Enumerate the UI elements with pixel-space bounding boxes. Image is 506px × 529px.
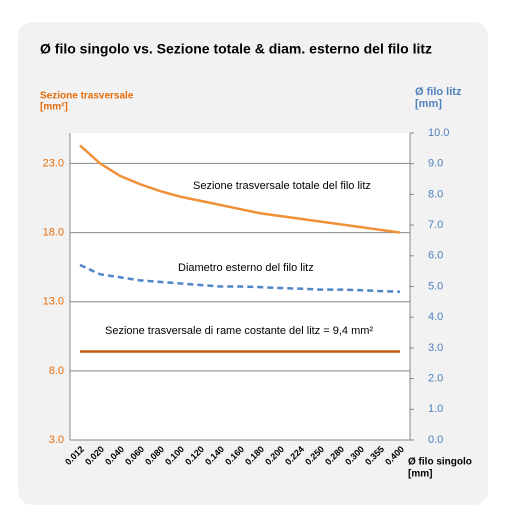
series-label: Sezione trasversale di rame costante del… xyxy=(105,325,373,337)
chart-title: Ø filo singolo vs. Sezione totale & diam… xyxy=(40,41,432,57)
x-label: [mm] xyxy=(408,469,432,480)
y2-tick-label: 5.0 xyxy=(428,280,443,292)
y2-tick-label: 1.0 xyxy=(428,403,443,415)
y-tick-label: 13.0 xyxy=(43,296,64,308)
y2-tick-label: 9.0 xyxy=(428,158,443,170)
series-line xyxy=(79,144,401,234)
y2-tick-label: 3.0 xyxy=(428,342,443,354)
x-label: Ø filo singolo xyxy=(408,457,472,468)
y-label: Sezione trasversale xyxy=(40,91,134,102)
y2-tick-label: 6.0 xyxy=(428,250,443,262)
y2-label: [mm] xyxy=(415,98,442,110)
y-label: [mm²] xyxy=(40,102,68,113)
y-tick-label: 18.0 xyxy=(43,226,64,238)
y2-tick-label: 0.0 xyxy=(428,434,443,446)
y2-tick-label: 7.0 xyxy=(428,219,443,231)
y2-tick-label: 4.0 xyxy=(428,311,443,323)
series-label: Diametro esterno del filo litz xyxy=(178,262,314,274)
y-tick-label: 8.0 xyxy=(49,365,64,377)
series-line xyxy=(79,263,401,293)
series-label: Sezione trasversale totale del filo litz xyxy=(193,180,371,192)
y2-tick-label: 8.0 xyxy=(428,188,443,200)
y-tick-label: 23.0 xyxy=(43,157,64,169)
y2-tick-label: 2.0 xyxy=(428,373,443,385)
y2-label: Ø filo litz xyxy=(415,86,462,98)
y-tick-label: 3.0 xyxy=(49,434,64,446)
y2-tick-label: 10.0 xyxy=(428,127,449,139)
